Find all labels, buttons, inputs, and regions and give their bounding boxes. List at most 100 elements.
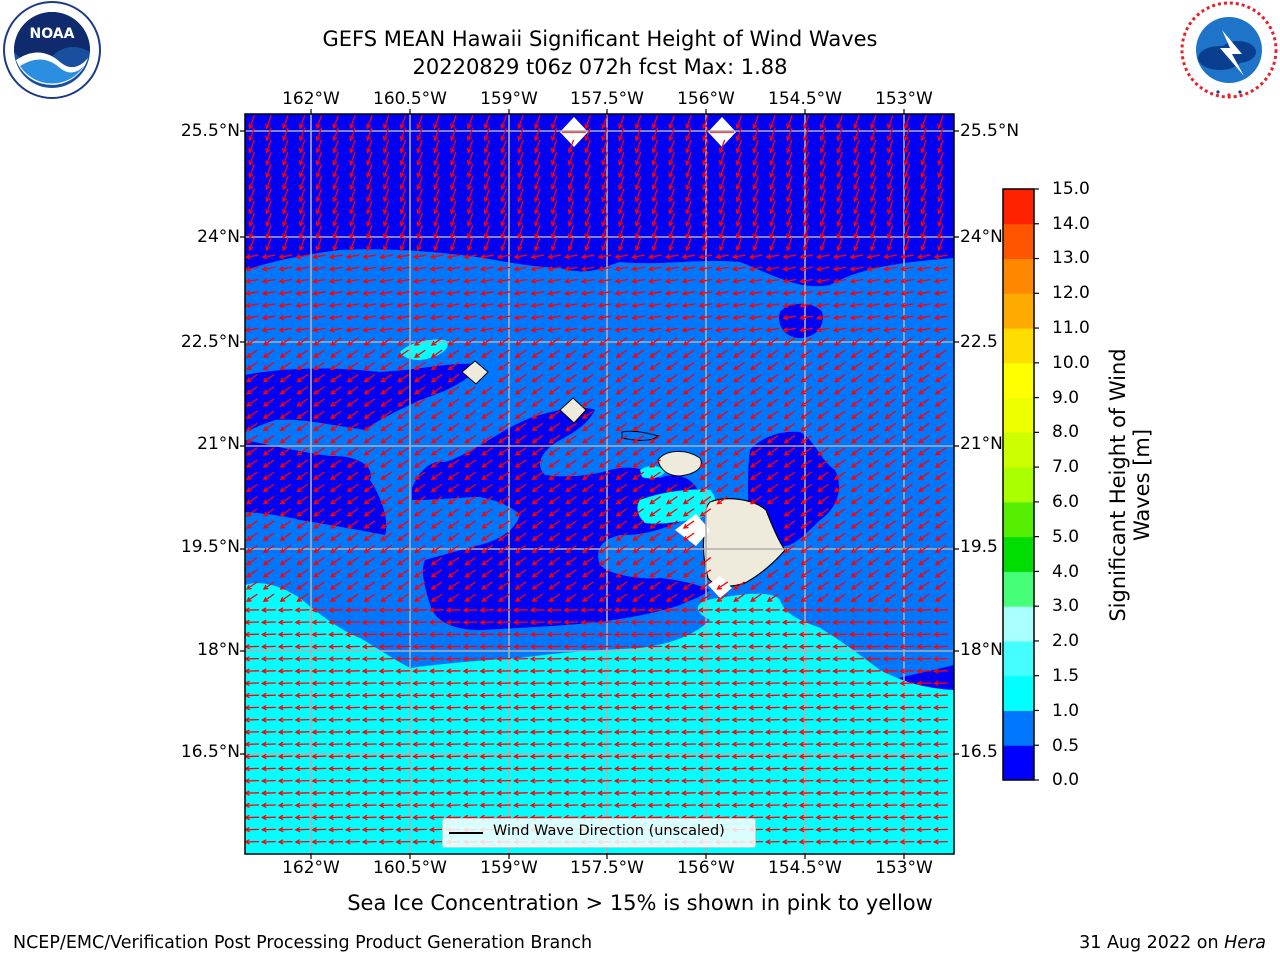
- wind-wave-arrow: [917, 508, 930, 517]
- wind-wave-arrow: [916, 302, 931, 308]
- wind-wave-arrow: [366, 151, 373, 166]
- wind-wave-arrow: [462, 644, 478, 650]
- wind-wave-arrow: [248, 200, 255, 215]
- wind-wave-arrow: [598, 410, 611, 419]
- wind-wave-arrow: [534, 188, 541, 203]
- wind-wave-arrow: [546, 656, 562, 662]
- wind-wave-arrow: [563, 741, 579, 747]
- wind-wave-arrow: [311, 607, 327, 613]
- wind-wave-arrow: [933, 290, 948, 296]
- wind-wave-arrow: [782, 302, 797, 308]
- wind-wave-arrow: [685, 151, 692, 166]
- wind-wave-arrow: [447, 483, 460, 493]
- wind-wave-arrow: [430, 508, 443, 517]
- wind-wave-arrow: [766, 459, 779, 468]
- wind-wave-arrow: [596, 729, 612, 735]
- wind-wave-arrow: [313, 471, 325, 480]
- wind-wave-arrow: [397, 374, 409, 383]
- wind-wave-arrow: [786, 188, 793, 203]
- wind-wave-arrow: [731, 327, 746, 333]
- wind-wave-arrow: [380, 557, 392, 566]
- wind-wave-arrow: [361, 827, 377, 833]
- wind-wave-arrow: [882, 717, 898, 723]
- wind-wave-arrow: [512, 790, 528, 796]
- wind-wave-arrow: [886, 139, 894, 154]
- wind-wave-arrow: [601, 188, 608, 203]
- wind-wave-arrow: [865, 668, 881, 674]
- wind-wave-arrow: [865, 741, 881, 747]
- wind-wave-arrow: [697, 741, 713, 747]
- wind-wave-arrow: [413, 593, 426, 602]
- wind-wave-arrow: [833, 398, 846, 407]
- wind-wave-arrow: [647, 254, 662, 260]
- wind-wave-arrow: [883, 266, 897, 272]
- wind-wave-arrow: [800, 508, 812, 517]
- wind-wave-arrow: [764, 668, 780, 674]
- wind-wave-arrow: [937, 127, 944, 142]
- wind-wave-arrow: [395, 680, 411, 686]
- wind-wave-arrow: [378, 741, 394, 747]
- wind-wave-arrow: [512, 802, 528, 808]
- wind-wave-arrow: [329, 337, 342, 346]
- wind-wave-arrow: [735, 225, 743, 240]
- wind-wave-arrow: [344, 619, 360, 625]
- wind-wave-arrow: [546, 705, 562, 711]
- wind-wave-arrow: [647, 802, 663, 808]
- wind-wave-arrow: [580, 778, 596, 784]
- wind-wave-arrow: [901, 569, 913, 578]
- wind-wave-arrow: [718, 176, 726, 191]
- wind-wave-arrow: [463, 327, 477, 333]
- wind-wave-arrow: [613, 802, 629, 808]
- wind-wave-arrow: [718, 164, 726, 179]
- wind-wave-arrow: [850, 520, 863, 529]
- wind-wave-arrow: [865, 778, 881, 784]
- wind-wave-arrow: [769, 212, 776, 227]
- wind-wave-arrow: [932, 741, 948, 747]
- wind-wave-arrow: [597, 254, 612, 260]
- wind-wave-arrow: [295, 266, 309, 272]
- wind-wave-arrow: [799, 254, 813, 260]
- wind-wave-arrow: [429, 327, 444, 333]
- wind-wave-arrow: [565, 496, 577, 505]
- wind-wave-arrow: [598, 581, 611, 590]
- wind-wave-arrow: [815, 705, 831, 711]
- wind-wave-arrow: [786, 200, 793, 215]
- wind-wave-arrow: [934, 398, 947, 407]
- wind-wave-arrow: [584, 115, 591, 130]
- wind-wave-arrow: [664, 668, 680, 674]
- wind-wave-arrow: [413, 361, 426, 371]
- wind-wave-arrow: [464, 593, 476, 602]
- wind-wave-arrow: [781, 729, 797, 735]
- wind-wave-arrow: [329, 593, 342, 602]
- wind-wave-arrow: [917, 496, 930, 505]
- colorbar-tick-2: 1.0: [1052, 701, 1080, 721]
- wind-wave-arrow: [937, 200, 944, 215]
- wind-wave-arrow: [819, 225, 827, 240]
- wind-wave-arrow: [279, 422, 292, 432]
- wind-wave-arrow: [395, 327, 410, 333]
- wind-wave-arrow: [529, 692, 545, 699]
- wind-wave-arrow: [361, 644, 377, 650]
- wind-wave-arrow: [445, 631, 461, 638]
- wind-wave-arrow: [397, 386, 409, 395]
- wind-wave-arrow: [865, 631, 881, 638]
- wind-wave-arrow: [867, 374, 880, 383]
- wind-wave-arrow: [466, 212, 474, 227]
- wind-wave-arrow: [466, 127, 474, 142]
- wind-wave-arrow: [296, 520, 308, 529]
- wind-wave-arrow: [548, 361, 560, 371]
- wind-wave-arrow: [664, 302, 679, 308]
- wind-wave-arrow: [817, 386, 829, 395]
- wind-wave-arrow: [328, 290, 343, 296]
- wind-wave-arrow: [329, 483, 342, 493]
- wind-wave-arrow: [497, 544, 510, 554]
- wind-wave-arrow: [634, 115, 642, 130]
- wind-wave-arrow: [798, 668, 814, 674]
- wind-wave-arrow: [664, 254, 679, 260]
- wind-wave-arrow: [282, 212, 289, 227]
- wind-wave-arrow: [429, 302, 444, 308]
- wind-wave-arrow: [446, 254, 461, 260]
- wind-wave-arrow: [496, 778, 512, 784]
- colorbar-tick-4: 2.0: [1052, 631, 1080, 651]
- wind-wave-arrow: [294, 705, 310, 711]
